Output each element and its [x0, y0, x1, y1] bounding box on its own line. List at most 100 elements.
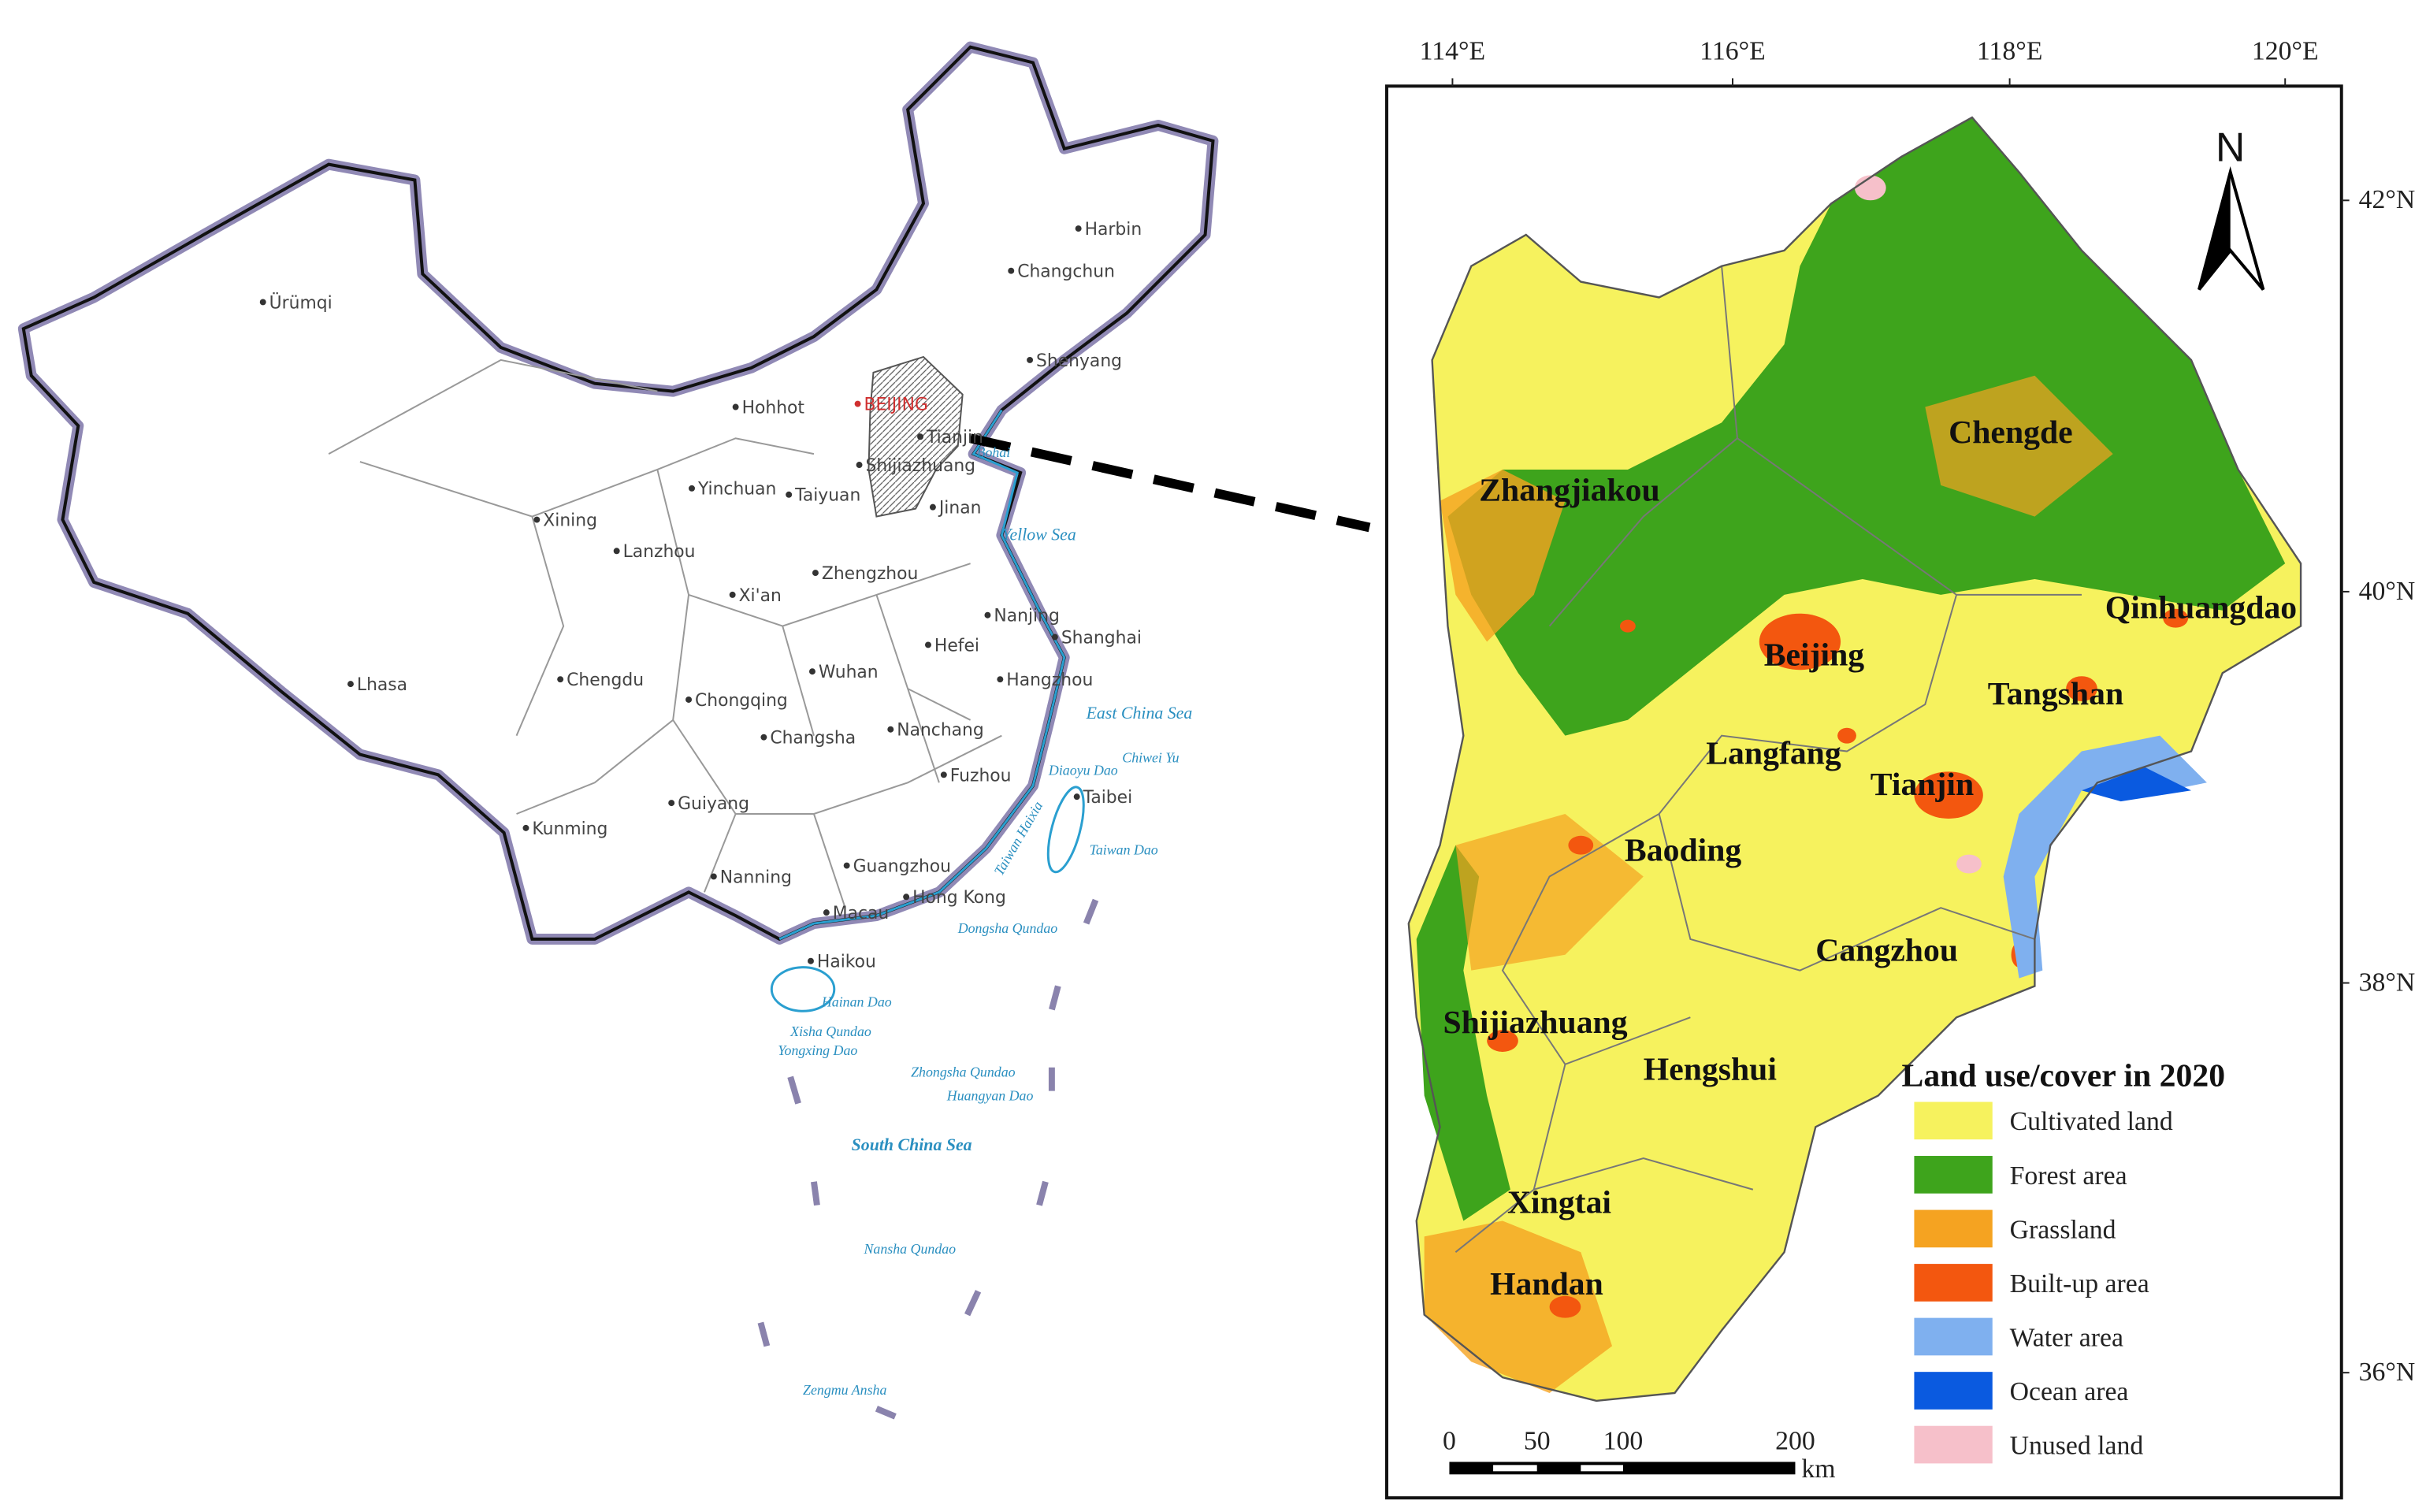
latitude-label: 38°N — [2359, 968, 2416, 997]
city-dot — [689, 485, 695, 492]
city-dot — [808, 668, 815, 675]
grassland-area — [1440, 469, 1566, 642]
city-dot — [533, 516, 541, 523]
city-label: Hohhot — [742, 398, 805, 418]
city-label: Zhengzhou — [822, 564, 918, 584]
legend-label: Unused land — [2010, 1431, 2144, 1460]
city-label: Lanzhou — [623, 542, 696, 562]
legend-swatch — [1914, 1156, 1993, 1194]
study-area: Zhangjiakou Chengde Qinhuangdao Beijing Tang… — [1407, 116, 2302, 1402]
city-label: Tianjin — [1871, 767, 1974, 803]
scale-unit: km — [1801, 1454, 1835, 1484]
legend-swatch — [1914, 1101, 1993, 1140]
china-border — [21, 45, 1215, 942]
city-label: Shanghai — [1061, 628, 1142, 648]
scale-bar-segment — [1493, 1465, 1537, 1472]
sea-label: Dongsha Qundao — [957, 920, 1058, 936]
city-dot — [347, 681, 354, 688]
north-arrow-half — [2198, 172, 2231, 290]
legend-label: Water area — [2010, 1323, 2123, 1352]
city-label: Chengdu — [567, 671, 644, 690]
city-dot — [522, 824, 529, 831]
city-label: Nanchang — [897, 721, 984, 741]
province-lines — [328, 358, 1002, 908]
city-label: Nanning — [720, 867, 792, 887]
connector-dash — [969, 433, 1371, 533]
built-up-area — [1549, 1295, 1581, 1318]
city-dot — [984, 611, 991, 619]
city-dot — [710, 873, 717, 880]
city-label: Hong Kong — [912, 888, 1006, 908]
city-label: Xi'an — [739, 586, 782, 606]
city-label: Changchun — [1017, 262, 1115, 282]
city-dot — [856, 462, 863, 468]
city-label: Xining — [543, 511, 597, 530]
ocean-area — [2081, 767, 2192, 802]
city-label: Cangzhou — [1815, 933, 1958, 969]
city-label: Qinhuangdao — [2105, 590, 2297, 626]
city-label: Jinan — [938, 499, 982, 518]
city-label: Haikou — [817, 953, 876, 972]
north-arrow: N — [2198, 124, 2265, 291]
taiwan-island — [1046, 786, 1085, 874]
city-dot — [729, 591, 736, 598]
built-up-area — [2066, 676, 2097, 701]
city-label: Shijiazhuang — [866, 456, 976, 476]
city-dot — [1051, 633, 1058, 641]
city-dot — [668, 800, 675, 807]
nine-dash-line — [757, 898, 1099, 1420]
unused-land — [1956, 854, 1982, 874]
city-label: Wuhan — [819, 663, 879, 682]
city-dot — [887, 726, 894, 733]
sea-label: Yellow Sea — [1001, 525, 1076, 544]
city-label: Guangzhou — [853, 856, 951, 876]
city-label: Beijing — [1764, 637, 1865, 673]
city-label: Lhasa — [357, 675, 407, 695]
scale-bar-segment — [1581, 1465, 1623, 1472]
hainan-island — [770, 966, 836, 1012]
city-label: Changsha — [770, 729, 856, 749]
scale-label: 0 — [1443, 1426, 1456, 1455]
latitude-label: 40°N — [2359, 577, 2416, 606]
legend: Land use/cover in 2020 Cultivated land For… — [1902, 1058, 2226, 1464]
county-boundaries — [1454, 266, 2082, 1253]
legend-label: Ocean area — [2010, 1377, 2129, 1406]
city-dot — [823, 909, 830, 916]
sea-label: Yongxing Dao — [778, 1042, 857, 1058]
city-dot — [854, 400, 861, 407]
city-dot — [808, 957, 814, 964]
sea-label: Bohai — [977, 444, 1011, 460]
city-dot — [557, 676, 564, 683]
city-label: Yinchuan — [697, 480, 776, 500]
city-dot — [732, 403, 739, 411]
city-label: Baoding — [1625, 833, 1741, 869]
city-dot — [929, 503, 936, 511]
city-dot — [1008, 267, 1015, 274]
sea-label: Zengmu Ansha — [803, 1382, 886, 1398]
sea-label: Zhongsha Qundao — [911, 1064, 1016, 1080]
scale-label: 200 — [1775, 1426, 1815, 1455]
sea-label: South China Sea — [852, 1135, 972, 1154]
built-up-area — [1837, 727, 1856, 744]
city-label: Hangzhou — [1006, 671, 1093, 690]
grassland-area — [1455, 813, 1644, 971]
city-label: Macau — [833, 904, 889, 923]
city-label: Xingtai — [1507, 1185, 1611, 1221]
legend-title: Land use/cover in 2020 — [1902, 1058, 2226, 1094]
city-dot — [613, 548, 620, 555]
scale-label: 50 — [1524, 1426, 1551, 1455]
city-dot — [259, 299, 266, 306]
city-label: Fuzhou — [950, 766, 1012, 786]
sea-label: Huangyan Dao — [946, 1088, 1034, 1104]
city-dot — [1075, 225, 1082, 232]
legend-label: Cultivated land — [2010, 1107, 2173, 1136]
city-label: Kunming — [532, 819, 607, 839]
sea-label: Taiwan Dao — [1090, 842, 1158, 858]
forest-area — [1447, 117, 2286, 736]
city-dot — [940, 771, 947, 778]
city-label: Zhangjiakou — [1479, 473, 1659, 509]
latitude-label: 36°N — [2359, 1358, 2416, 1387]
city-dot — [812, 570, 819, 577]
city-label: Ürümqi — [269, 292, 333, 313]
